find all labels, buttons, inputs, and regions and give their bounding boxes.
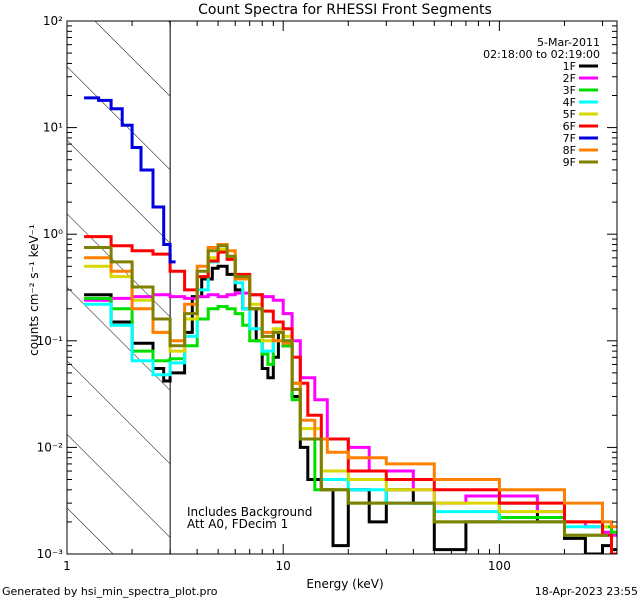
legend-time-range: 02:18:00 to 02:19:00 bbox=[483, 48, 600, 61]
legend-label-5F: 5F bbox=[563, 108, 576, 121]
legend-label-8F: 8F bbox=[563, 144, 576, 157]
legend-label-6F: 6F bbox=[563, 120, 576, 133]
y-tick-label: 10⁻³ bbox=[37, 547, 64, 561]
annotation-attenuator: Att A0, FDecim 1 bbox=[187, 517, 288, 531]
x-tick-label: 100 bbox=[488, 559, 511, 573]
y-tick-label: 10⁰ bbox=[43, 227, 63, 241]
legend-label-9F: 9F bbox=[563, 156, 576, 169]
chart-title: Count Spectra for RHESSI Front Segments bbox=[198, 2, 492, 18]
legend-label-3F: 3F bbox=[563, 84, 576, 97]
x-axis-label: Energy (keV) bbox=[306, 577, 383, 591]
plot-frame bbox=[66, 20, 618, 555]
series-line-7F bbox=[84, 96, 176, 264]
x-tick-label: 10 bbox=[276, 559, 291, 573]
annotation-background: Includes Background bbox=[187, 505, 312, 519]
series-line-6F bbox=[84, 235, 617, 554]
legend-label-4F: 4F bbox=[563, 96, 576, 109]
excluded-region bbox=[66, 20, 171, 555]
legend-label-2F: 2F bbox=[563, 72, 576, 85]
footer-generated-by: Generated by hsi_min_spectra_plot.pro bbox=[2, 585, 218, 598]
series-group bbox=[84, 96, 617, 554]
legend-date: 5-Mar-2011 bbox=[537, 36, 600, 49]
footer-timestamp: 18-Apr-2023 23:55 bbox=[535, 585, 638, 598]
y-tick-label: 10⁻¹ bbox=[37, 334, 64, 348]
series-line-9F bbox=[84, 244, 608, 537]
legend-label-1F: 1F bbox=[563, 60, 576, 73]
x-tick-label: 1 bbox=[63, 559, 71, 573]
tick-group: 1 10 100 10⁻³ 10⁻² 10⁻¹ 10⁰ 10¹ 10² bbox=[37, 14, 617, 573]
y-axis-label: counts cm⁻² s⁻¹ keV⁻¹ bbox=[27, 224, 41, 356]
y-tick-label: 10¹ bbox=[43, 121, 63, 135]
y-tick-label: 10² bbox=[43, 14, 63, 28]
legend: 5-Mar-2011 02:18:00 to 02:19:00 1F2F3F4F… bbox=[483, 36, 600, 169]
y-tick-label: 10⁻² bbox=[37, 440, 64, 454]
legend-label-7F: 7F bbox=[563, 132, 576, 145]
